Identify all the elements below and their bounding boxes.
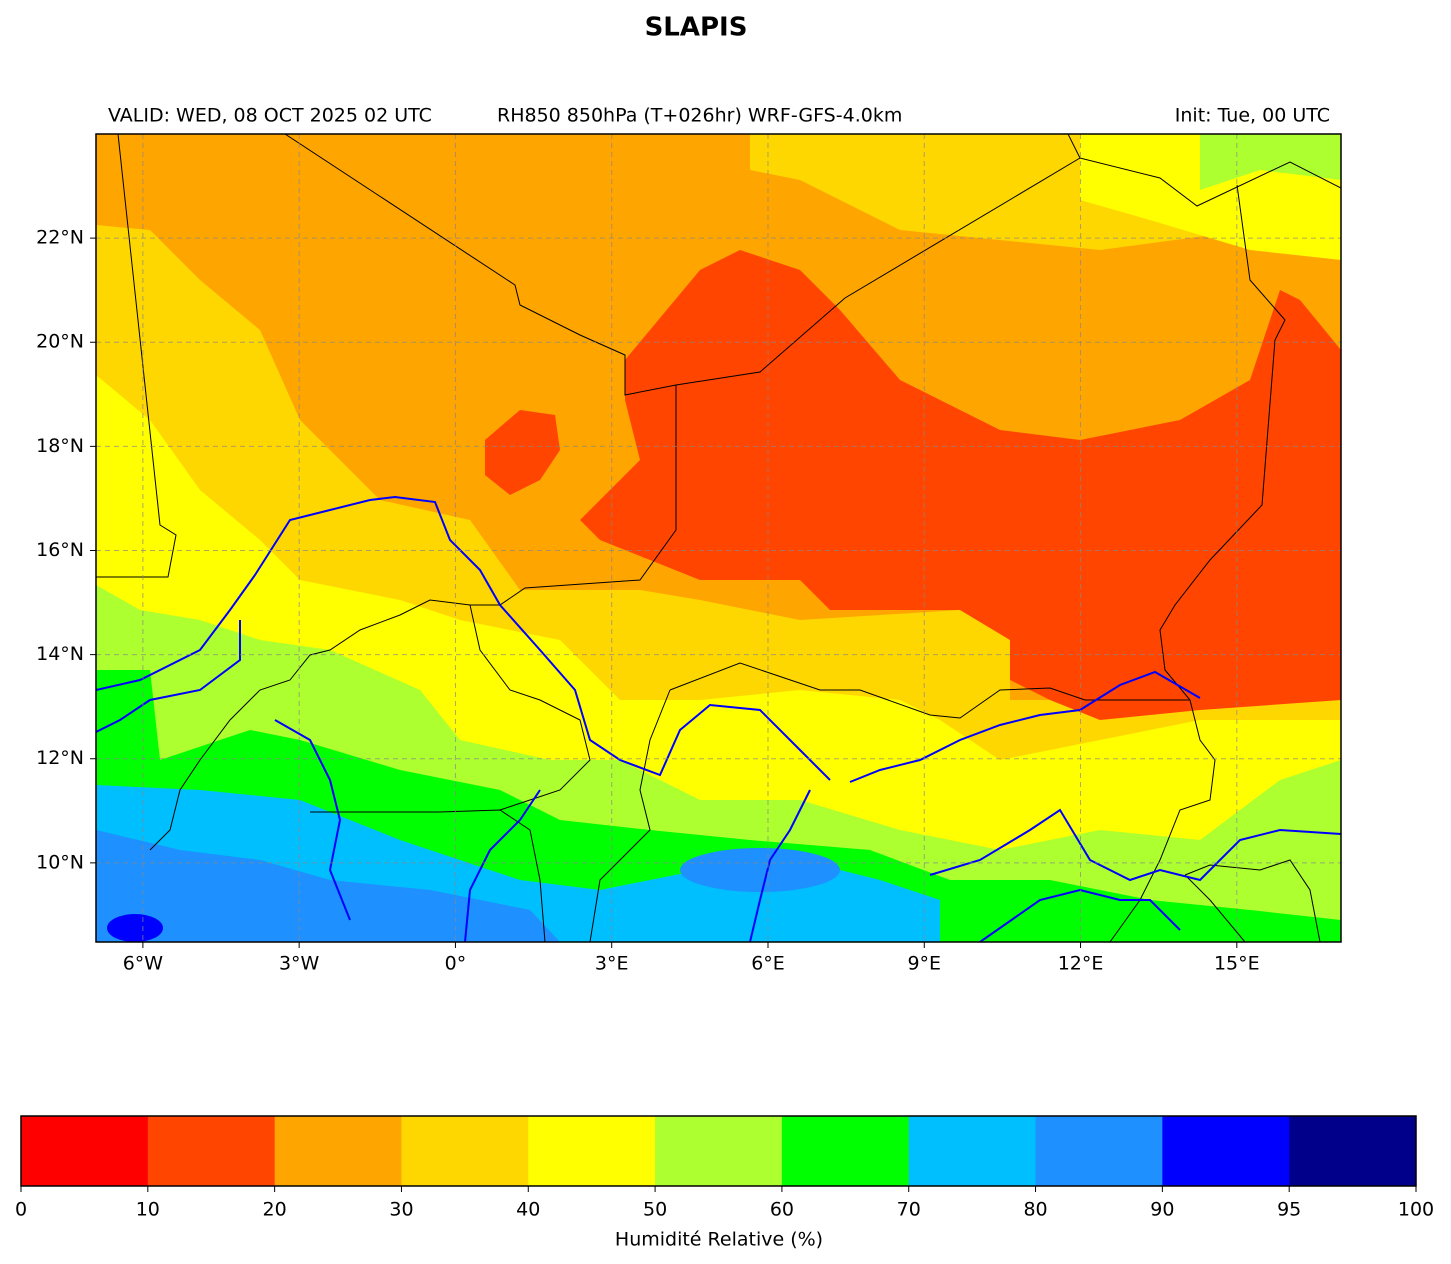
colorbar-tick-label: 60 [770, 1199, 794, 1221]
colorbar-bin [908, 1116, 1037, 1186]
x-tick-label: 9°E [907, 953, 941, 975]
colorbar-bin [147, 1116, 276, 1186]
colorbar-tick-label: 70 [897, 1199, 921, 1221]
y-tick-label: 14°N [36, 643, 84, 665]
x-tick-label: 15°E [1214, 953, 1260, 975]
product-label: RH850 850hPa (T+026hr) WRF-GFS-4.0km [497, 105, 902, 127]
colorbar-tick-label: 10 [136, 1199, 160, 1221]
colorbar-bin [528, 1116, 656, 1186]
colorbar-tick-label: 80 [1023, 1199, 1047, 1221]
colorbar-tick-label: 0 [15, 1199, 27, 1221]
x-tick-label: 3°E [595, 953, 629, 975]
x-tick-label: 3°W [279, 953, 320, 975]
colorbar-frame [20, 1115, 1417, 1187]
y-tick-label: 10°N [36, 851, 84, 873]
y-tick-label: 18°N [36, 435, 84, 457]
colorbar-bin [655, 1116, 783, 1186]
init-label: Init: Tue, 00 UTC [1175, 105, 1330, 127]
colorbar-tick-label: 30 [389, 1199, 413, 1221]
colorbar-bin [1289, 1116, 1417, 1186]
x-tick-label: 12°E [1058, 953, 1104, 975]
colorbar-tick-label: 90 [1150, 1199, 1174, 1221]
humidity-field [96, 134, 1341, 942]
colorbar-tick-label: 95 [1277, 1199, 1301, 1221]
colorbar-bin [1035, 1116, 1163, 1186]
colorbar-tick-label: 100 [1398, 1199, 1434, 1221]
y-tick-label: 12°N [36, 747, 84, 769]
y-tick-label: 20°N [36, 331, 84, 353]
colorbar-bin [274, 1116, 402, 1186]
x-tick-label: 0° [445, 953, 467, 975]
colorbar-label: Humidité Relative (%) [615, 1229, 823, 1251]
colorbar-bin [1162, 1116, 1290, 1186]
colorbar-bin [401, 1116, 529, 1186]
title: SLAPIS [645, 13, 748, 43]
colorbar-tick-label: 20 [263, 1199, 287, 1221]
y-tick-label: 16°N [36, 539, 84, 561]
colorbar-bin [781, 1116, 910, 1186]
valid-label: VALID: WED, 08 OCT 2025 02 UTC [108, 105, 432, 127]
map-frame [95, 133, 1342, 943]
x-tick-label: 6°W [123, 953, 164, 975]
colorbar-bin [21, 1116, 149, 1186]
y-tick-label: 22°N [36, 227, 84, 249]
colorbar-tick-label: 40 [516, 1199, 540, 1221]
x-tick-label: 6°E [751, 953, 785, 975]
colorbar-tick-label: 50 [643, 1199, 667, 1221]
